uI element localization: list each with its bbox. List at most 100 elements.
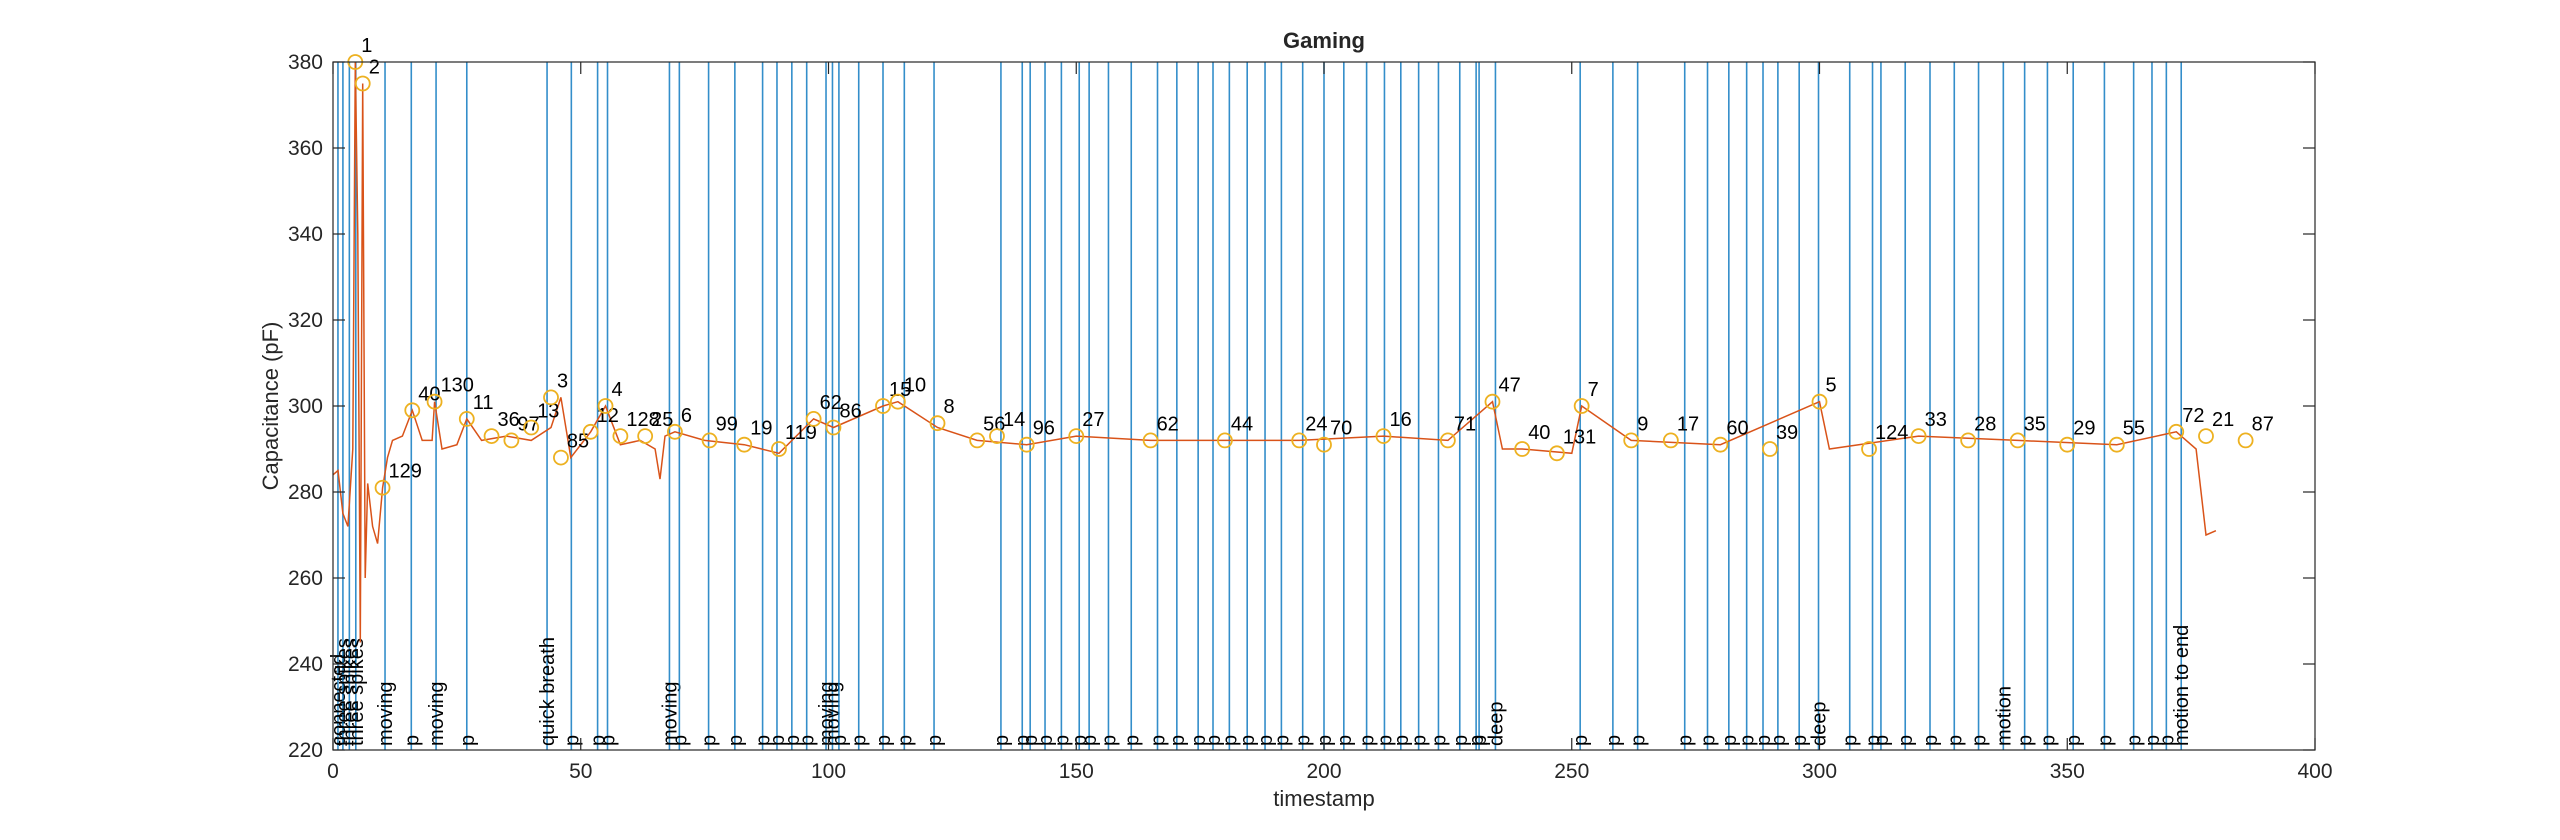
peak-label: 96 (1033, 418, 1055, 440)
peak-label: 97 (517, 413, 539, 435)
y-tick-label: 260 (288, 567, 323, 590)
peak-marker (426, 393, 443, 410)
peak-marker (989, 428, 1005, 445)
peak-marker (1217, 432, 1233, 449)
peak-marker (771, 441, 787, 457)
peak-label: 9 (1637, 413, 1648, 435)
event-label: p (1409, 735, 1431, 746)
event-label: p (1603, 735, 1625, 746)
peak-label: 3 (557, 370, 568, 392)
event-label: moving (659, 682, 681, 746)
event-label: p (1035, 735, 1057, 746)
peak-label: 21 (2212, 409, 2234, 431)
event-label: p (1675, 735, 1697, 746)
peak-label: 16 (1389, 409, 1411, 431)
peak-label: 10 (904, 375, 926, 397)
event-label: p (782, 735, 804, 746)
event-label: deep (1809, 702, 1831, 747)
y-tick-label: 320 (288, 309, 323, 332)
event-label: p (598, 735, 620, 746)
peak-marker (1068, 428, 1085, 445)
peak-label: 27 (1082, 409, 1104, 431)
y-tick-label: 240 (288, 653, 323, 676)
event-label: p (1944, 735, 1966, 746)
peak-marker (523, 419, 540, 436)
peak-label: 8 (944, 396, 955, 418)
event-label: p (561, 735, 583, 746)
peak-marker (1811, 393, 1828, 410)
event-label: p (1840, 735, 1862, 746)
event-label: p (2142, 735, 2164, 746)
event-label: p (699, 735, 721, 746)
event-label: quick breath (537, 637, 559, 746)
event-label: p (753, 735, 775, 746)
peak-marker (969, 432, 986, 449)
peak-label: 11 (473, 392, 494, 414)
y-axis-label: Capacitance (pF) (258, 322, 283, 491)
peak-marker (1514, 441, 1531, 457)
y-tick-label: 300 (288, 395, 323, 418)
event-label: p (1167, 735, 1189, 746)
peak-label: 87 (2252, 413, 2274, 435)
peak-marker (1861, 441, 1877, 457)
peak-marker (1662, 432, 1679, 449)
x-tick-label: 0 (327, 760, 339, 783)
peak-marker (2108, 436, 2125, 453)
event-label: p (873, 735, 895, 746)
peak-marker (354, 75, 371, 92)
y-tick-label: 340 (288, 223, 323, 246)
event-label: moving (375, 682, 397, 746)
event-label: p (1357, 735, 1379, 746)
event-label: p (1969, 735, 1991, 746)
peak-marker (1142, 432, 1159, 449)
event-label: moving (426, 682, 448, 746)
event-label: p (1098, 735, 1120, 746)
event-label: p (2063, 735, 2085, 746)
y-tick-label: 280 (288, 481, 323, 504)
peak-marker (875, 398, 891, 414)
peak-marker (2237, 432, 2254, 449)
peak-marker (1623, 432, 1640, 449)
event-label: p (797, 735, 819, 746)
peak-marker (1910, 428, 1927, 445)
event-label: p (1293, 735, 1315, 746)
peak-marker (553, 449, 569, 466)
peak-label: 24 (1305, 413, 1327, 435)
x-tick-label: 100 (811, 760, 846, 783)
peak-label: 86 (839, 401, 861, 423)
peak-marker (597, 398, 614, 414)
event-label: p (1334, 735, 1356, 746)
x-tick-label: 300 (1802, 760, 1837, 783)
event-label: p (1188, 735, 1210, 746)
x-axis-label: timestamp (1273, 786, 1374, 811)
event-label: p (1271, 735, 1293, 746)
event-label: p (2015, 735, 2037, 746)
peak-label: 5 (1826, 375, 1837, 397)
event-label: p (924, 735, 946, 746)
x-tick-label: 200 (1306, 760, 1341, 783)
y-tick-label: 220 (288, 739, 323, 762)
peak-label: 55 (2123, 418, 2145, 440)
peak-label: 17 (1677, 413, 1699, 435)
event-label: p (1428, 735, 1450, 746)
event-label: p (1737, 735, 1759, 746)
peak-marker (1573, 398, 1590, 414)
peak-label: 29 (2073, 418, 2095, 440)
peak-label: 13 (537, 401, 559, 423)
event-label: p (1391, 735, 1413, 746)
event-label: p (1374, 735, 1396, 746)
peak-marker (1960, 432, 1977, 449)
x-tick-label: 50 (569, 760, 592, 783)
peak-marker (2198, 428, 2214, 445)
peak-label: 6 (681, 405, 692, 427)
peak-marker (825, 419, 842, 436)
peak-label: 7 (1588, 379, 1599, 401)
event-label: p (1789, 735, 1811, 746)
event-label: p (991, 735, 1013, 746)
peak-marker (637, 428, 654, 445)
event-label: p (1121, 735, 1143, 746)
event-label: p (829, 735, 851, 746)
peak-label: 36 (498, 409, 520, 431)
event-label: p (1698, 735, 1720, 746)
